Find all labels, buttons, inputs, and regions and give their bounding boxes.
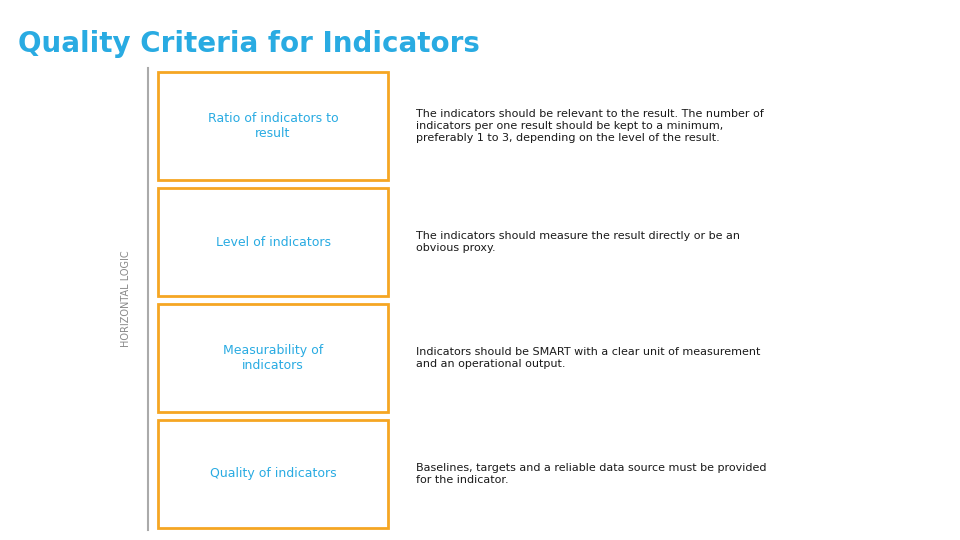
FancyBboxPatch shape	[158, 420, 388, 528]
FancyBboxPatch shape	[158, 188, 388, 296]
Text: Ratio of indicators to
result: Ratio of indicators to result	[207, 112, 338, 140]
FancyBboxPatch shape	[158, 72, 388, 180]
Text: The indicators should be relevant to the result. The number of
indicators per on: The indicators should be relevant to the…	[416, 110, 764, 143]
Text: The indicators should measure the result directly or be an
obvious proxy.: The indicators should measure the result…	[416, 231, 740, 253]
Text: Baselines, targets and a reliable data source must be provided
for the indicator: Baselines, targets and a reliable data s…	[416, 463, 766, 485]
Text: Level of indicators: Level of indicators	[215, 235, 330, 248]
Text: Quality Criteria for Indicators: Quality Criteria for Indicators	[18, 30, 480, 58]
FancyBboxPatch shape	[158, 304, 388, 412]
Text: Indicators should be SMART with a clear unit of measurement
and an operational o: Indicators should be SMART with a clear …	[416, 347, 760, 369]
Text: HORIZONTAL LOGIC: HORIZONTAL LOGIC	[121, 251, 131, 347]
Text: Quality of indicators: Quality of indicators	[209, 468, 336, 481]
Text: Measurability of
indicators: Measurability of indicators	[223, 344, 324, 372]
